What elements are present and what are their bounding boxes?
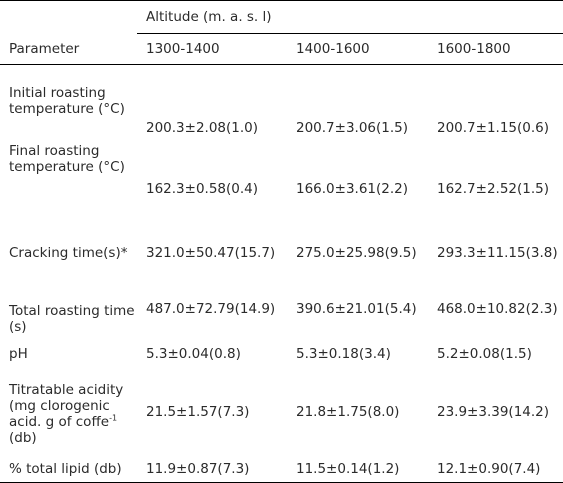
row-parameter: pH [9,346,28,362]
column-header-1600-1800: 1600-1800 [437,41,511,57]
table-row: Total roasting time (s) 487.0±72.79(14.9… [0,279,563,339]
row-parameter: % total lipid (db) [9,460,122,477]
header-row-2: 1300-1400 1400-1600 1600-1800 [0,33,563,65]
parameter-header: Parameter [9,41,80,57]
table-row: % total lipid (db) 11.9±0.87(7.3) 11.5±0… [0,455,563,483]
param-superscript: -1 [109,413,118,423]
table-cell: 200.7±3.06(1.5) [296,120,409,136]
table-cell: 487.0±72.79(14.9) [146,301,276,317]
param-text: Titratable acidity (mg clorogenic acid. … [9,382,124,430]
table-row: Cracking time(s)* 321.0±50.47(15.7) 275.… [0,227,563,279]
table-row: Initial roasting temperature (°C) 200.3±… [0,64,563,141]
table-cell: 5.2±0.08(1.5) [437,346,532,362]
table-cell: 293.3±11.15(3.8) [437,245,558,261]
row-parameter: Final roasting temperature (°C) [9,143,125,175]
table-cell: 162.7±2.52(1.5) [437,180,550,197]
column-header-1400-1600: 1400-1600 [296,41,370,57]
table-cell: 5.3±0.04(0.8) [146,346,241,362]
table-cell: 21.8±1.75(8.0) [296,404,400,420]
table-row: pH 5.3±0.04(0.8) 5.3±0.18(3.4) 5.2±0.08(… [0,339,563,369]
table-cell: 23.9±3.39(14.2) [437,404,550,420]
table-cell: 11.9±0.87(7.3) [146,460,250,477]
table-cell: 200.3±2.08(1.0) [146,120,259,136]
table-cell: 468.0±10.82(2.3) [437,301,558,317]
table-cell: 5.3±0.18(3.4) [296,346,391,362]
table-cell: 12.1±0.90(7.4) [437,460,541,477]
table-cell: 321.0±50.47(15.7) [146,245,276,261]
table-cell: 200.7±1.15(0.6) [437,120,550,136]
row-parameter: Titratable acidity (mg clorogenic acid. … [0,369,137,455]
table-row: Titratable acidity (mg clorogenic acid. … [0,369,563,455]
table-cell: 21.5±1.57(7.3) [146,404,250,420]
table-row: Final roasting temperature (°C) 162.3±0.… [0,140,563,227]
row-parameter: Total roasting time (s) [9,303,135,335]
table-cell: 11.5±0.14(1.2) [296,460,400,477]
table-cell: 166.0±3.61(2.2) [296,180,409,197]
altitude-header: Altitude (m. a. s. l) [146,9,272,25]
param-text-suffix: (db) [9,430,37,446]
header-row-1: Parameter Altitude (m. a. s. l) [0,0,563,57]
row-parameter: Cracking time(s)* [9,245,128,261]
table-cell: 390.6±21.01(5.4) [296,301,417,317]
column-header-1300-1400: 1300-1400 [146,41,220,57]
table-cell: 275.0±25.98(9.5) [296,245,417,261]
table-cell: 162.3±0.58(0.4) [146,180,259,197]
row-parameter: Initial roasting temperature (°C) [9,84,125,117]
